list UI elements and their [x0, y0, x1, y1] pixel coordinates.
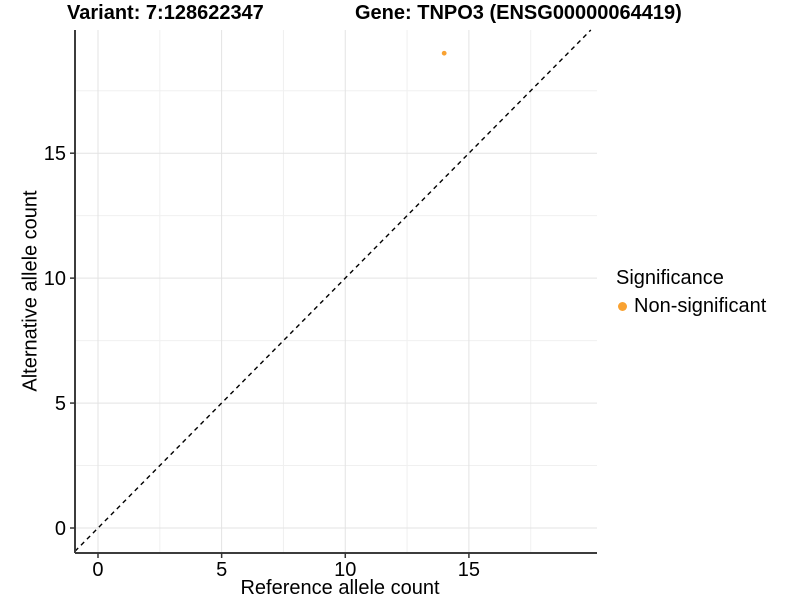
- x-tick-label: 15: [458, 559, 480, 581]
- y-axis-label: Alternative allele count: [19, 190, 42, 392]
- identity-line: [74, 29, 592, 552]
- y-tick-label: 0: [55, 518, 66, 540]
- y-tick-label: 5: [55, 393, 66, 415]
- legend-title: Significance: [616, 267, 724, 289]
- gene-title: Gene: TNPO3 (ENSG00000064419): [355, 2, 682, 24]
- x-tick-label: 5: [216, 559, 227, 581]
- variant-title: Variant: 7:128622347: [67, 2, 264, 24]
- legend-item-label: Non-significant: [634, 295, 767, 317]
- data-point: [441, 50, 447, 56]
- legend-item: Non-significant: [613, 295, 766, 318]
- legend: Significance Non-significant: [613, 267, 766, 318]
- x-tick-label: 0: [92, 559, 103, 581]
- y-tick-label: 10: [44, 268, 66, 290]
- legend-point-icon: [618, 302, 627, 311]
- y-tick-label: 15: [44, 143, 66, 165]
- x-tick-label: 10: [334, 559, 356, 581]
- x-axis-label: Reference allele count: [240, 577, 440, 599]
